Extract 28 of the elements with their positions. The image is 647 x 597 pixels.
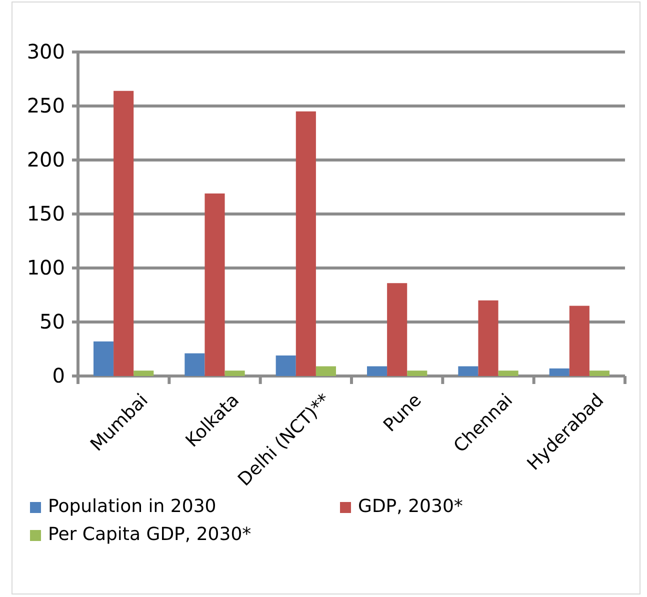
legend-label: Population in 2030 — [48, 496, 216, 517]
bar — [134, 370, 154, 376]
y-tick-label: 200 — [26, 147, 65, 172]
y-tick-label: 50 — [40, 309, 65, 334]
bar — [458, 366, 478, 376]
bar — [224, 370, 245, 376]
y-tick-label: 150 — [26, 201, 65, 226]
bar — [367, 366, 388, 376]
y-tick-label: 100 — [26, 255, 65, 280]
y-tick-label: 300 — [26, 39, 65, 64]
bar — [276, 355, 296, 376]
bar — [478, 300, 498, 376]
legend-label: Per Capita GDP, 2030* — [48, 524, 252, 545]
bar — [316, 366, 336, 376]
bar — [296, 111, 316, 376]
bar — [589, 370, 610, 376]
legend-label: GDP, 2030* — [358, 496, 463, 517]
bar — [387, 283, 408, 376]
y-tick-label: 0 — [52, 363, 65, 388]
y-tick-label: 250 — [26, 93, 65, 118]
bar — [184, 353, 205, 376]
bar — [114, 90, 134, 376]
bar — [498, 370, 518, 376]
bar — [94, 341, 114, 376]
bar — [569, 306, 590, 376]
bar — [407, 370, 428, 376]
bar — [549, 368, 570, 376]
bar — [204, 193, 225, 376]
